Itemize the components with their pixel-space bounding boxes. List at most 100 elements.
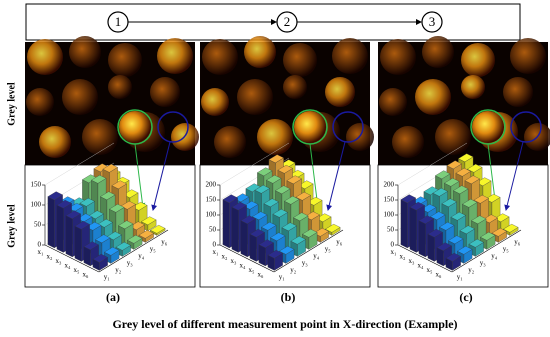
particle: [503, 77, 533, 107]
bar-face-top: [275, 185, 291, 195]
particle: [108, 43, 142, 77]
particle: [201, 88, 229, 116]
bar-face-top: [68, 202, 84, 212]
highlight-particle: [472, 111, 504, 143]
bar-face-top: [482, 214, 498, 224]
panel-label: (b): [281, 290, 296, 304]
y-tick-label: y₂: [290, 266, 297, 274]
bar-face-top: [74, 220, 90, 230]
bar-face-top: [261, 221, 277, 231]
step-circle: [421, 11, 443, 33]
particle: [62, 79, 98, 115]
bar: [436, 242, 452, 267]
bar-face-top: [455, 167, 471, 177]
x-tick-label: x₄: [240, 261, 247, 269]
blue-marker: [332, 111, 364, 143]
bar: [127, 234, 143, 250]
z-tick-label: 50: [209, 226, 217, 234]
z-tick-label: 50: [34, 221, 42, 229]
bar-face-top: [418, 215, 434, 225]
bar-face-top: [138, 229, 154, 239]
x-tick-label: x₄: [418, 261, 425, 269]
particle: [108, 75, 132, 99]
bar-face-top: [120, 200, 136, 210]
y-tick-label: y₆: [161, 238, 168, 246]
bar-face-top: [284, 195, 300, 205]
z-tick-label: 150: [31, 181, 42, 189]
particle: [237, 79, 273, 115]
bar-face-top: [231, 201, 247, 211]
bar: [150, 224, 166, 236]
bar-face-top: [313, 227, 329, 237]
bar-face-top: [266, 174, 282, 184]
z-tick-label: 100: [206, 211, 217, 219]
bar: [480, 231, 496, 250]
bar-face-top: [83, 241, 99, 251]
x-tick-label: x₆: [258, 270, 265, 278]
bar-face-top: [430, 211, 446, 221]
bar-face-top: [47, 191, 63, 201]
bar-face-top: [400, 194, 416, 204]
particle: [392, 126, 424, 158]
y-tick-label: y₅: [150, 245, 157, 253]
x-axis: [219, 244, 275, 273]
bar-face-top: [304, 211, 320, 221]
bar-face-top: [286, 175, 302, 185]
bar-face-top: [485, 193, 501, 203]
bar-face-top: [65, 210, 81, 220]
bar-face-top: [432, 187, 448, 197]
bar-face-side: [400, 199, 408, 249]
y-tick-label: y₅: [325, 245, 332, 253]
bar-face-top: [111, 180, 127, 190]
z-tick-label: 150: [384, 196, 395, 204]
x-tick-label: x₅: [249, 266, 256, 274]
chart-axis-label: Grey level: [6, 204, 17, 248]
bar-face-top: [446, 160, 462, 170]
bar-face-top: [325, 223, 341, 233]
bar-face-top: [263, 198, 279, 208]
bar-face-side: [74, 225, 82, 262]
bar-face-top: [252, 211, 268, 221]
y-tick-label: y₄: [313, 252, 320, 260]
bar-face-side: [249, 233, 257, 262]
image-axis-label: Grey level: [6, 82, 17, 126]
bar-face-top: [471, 215, 487, 225]
y-tick-label: y₁: [104, 273, 110, 281]
bar-face-side: [222, 199, 230, 249]
x-tick-label: x₃: [56, 257, 63, 265]
x-tick-label: x₃: [231, 257, 238, 265]
particle: [461, 43, 495, 77]
green-arrow: [309, 143, 321, 209]
z-tick-label: 0: [391, 241, 395, 249]
particle: [325, 77, 355, 107]
bar-face-top: [268, 154, 284, 164]
bar-face-top: [270, 232, 286, 242]
bar-face-top: [132, 201, 148, 211]
bar-face-top: [436, 242, 452, 252]
bar-face-top: [293, 212, 309, 222]
bar-face-top: [464, 175, 480, 185]
bar-face-top: [281, 222, 297, 232]
bar-face-side: [56, 204, 64, 253]
bar-face-top: [279, 245, 295, 255]
y-axis: [273, 229, 344, 273]
y-axis: [451, 229, 522, 273]
bar-face-top: [295, 191, 311, 201]
bar-face-top: [503, 223, 519, 233]
bar-face-top: [450, 211, 466, 221]
particle: [27, 39, 63, 75]
bar-face-top: [427, 228, 443, 238]
bar-face-top: [435, 170, 451, 180]
bar-face-top: [441, 198, 457, 208]
blue-marker: [510, 111, 542, 143]
y-axis: [98, 229, 169, 273]
z-tick-label: 200: [384, 181, 395, 189]
bar-face-top: [95, 234, 111, 244]
highlight-particle: [119, 111, 151, 143]
particle: [257, 119, 293, 155]
particle: [461, 75, 485, 99]
bar-face-top: [129, 221, 145, 231]
x-tick-label: x₁: [38, 248, 44, 256]
bar-face-side: [427, 233, 435, 262]
